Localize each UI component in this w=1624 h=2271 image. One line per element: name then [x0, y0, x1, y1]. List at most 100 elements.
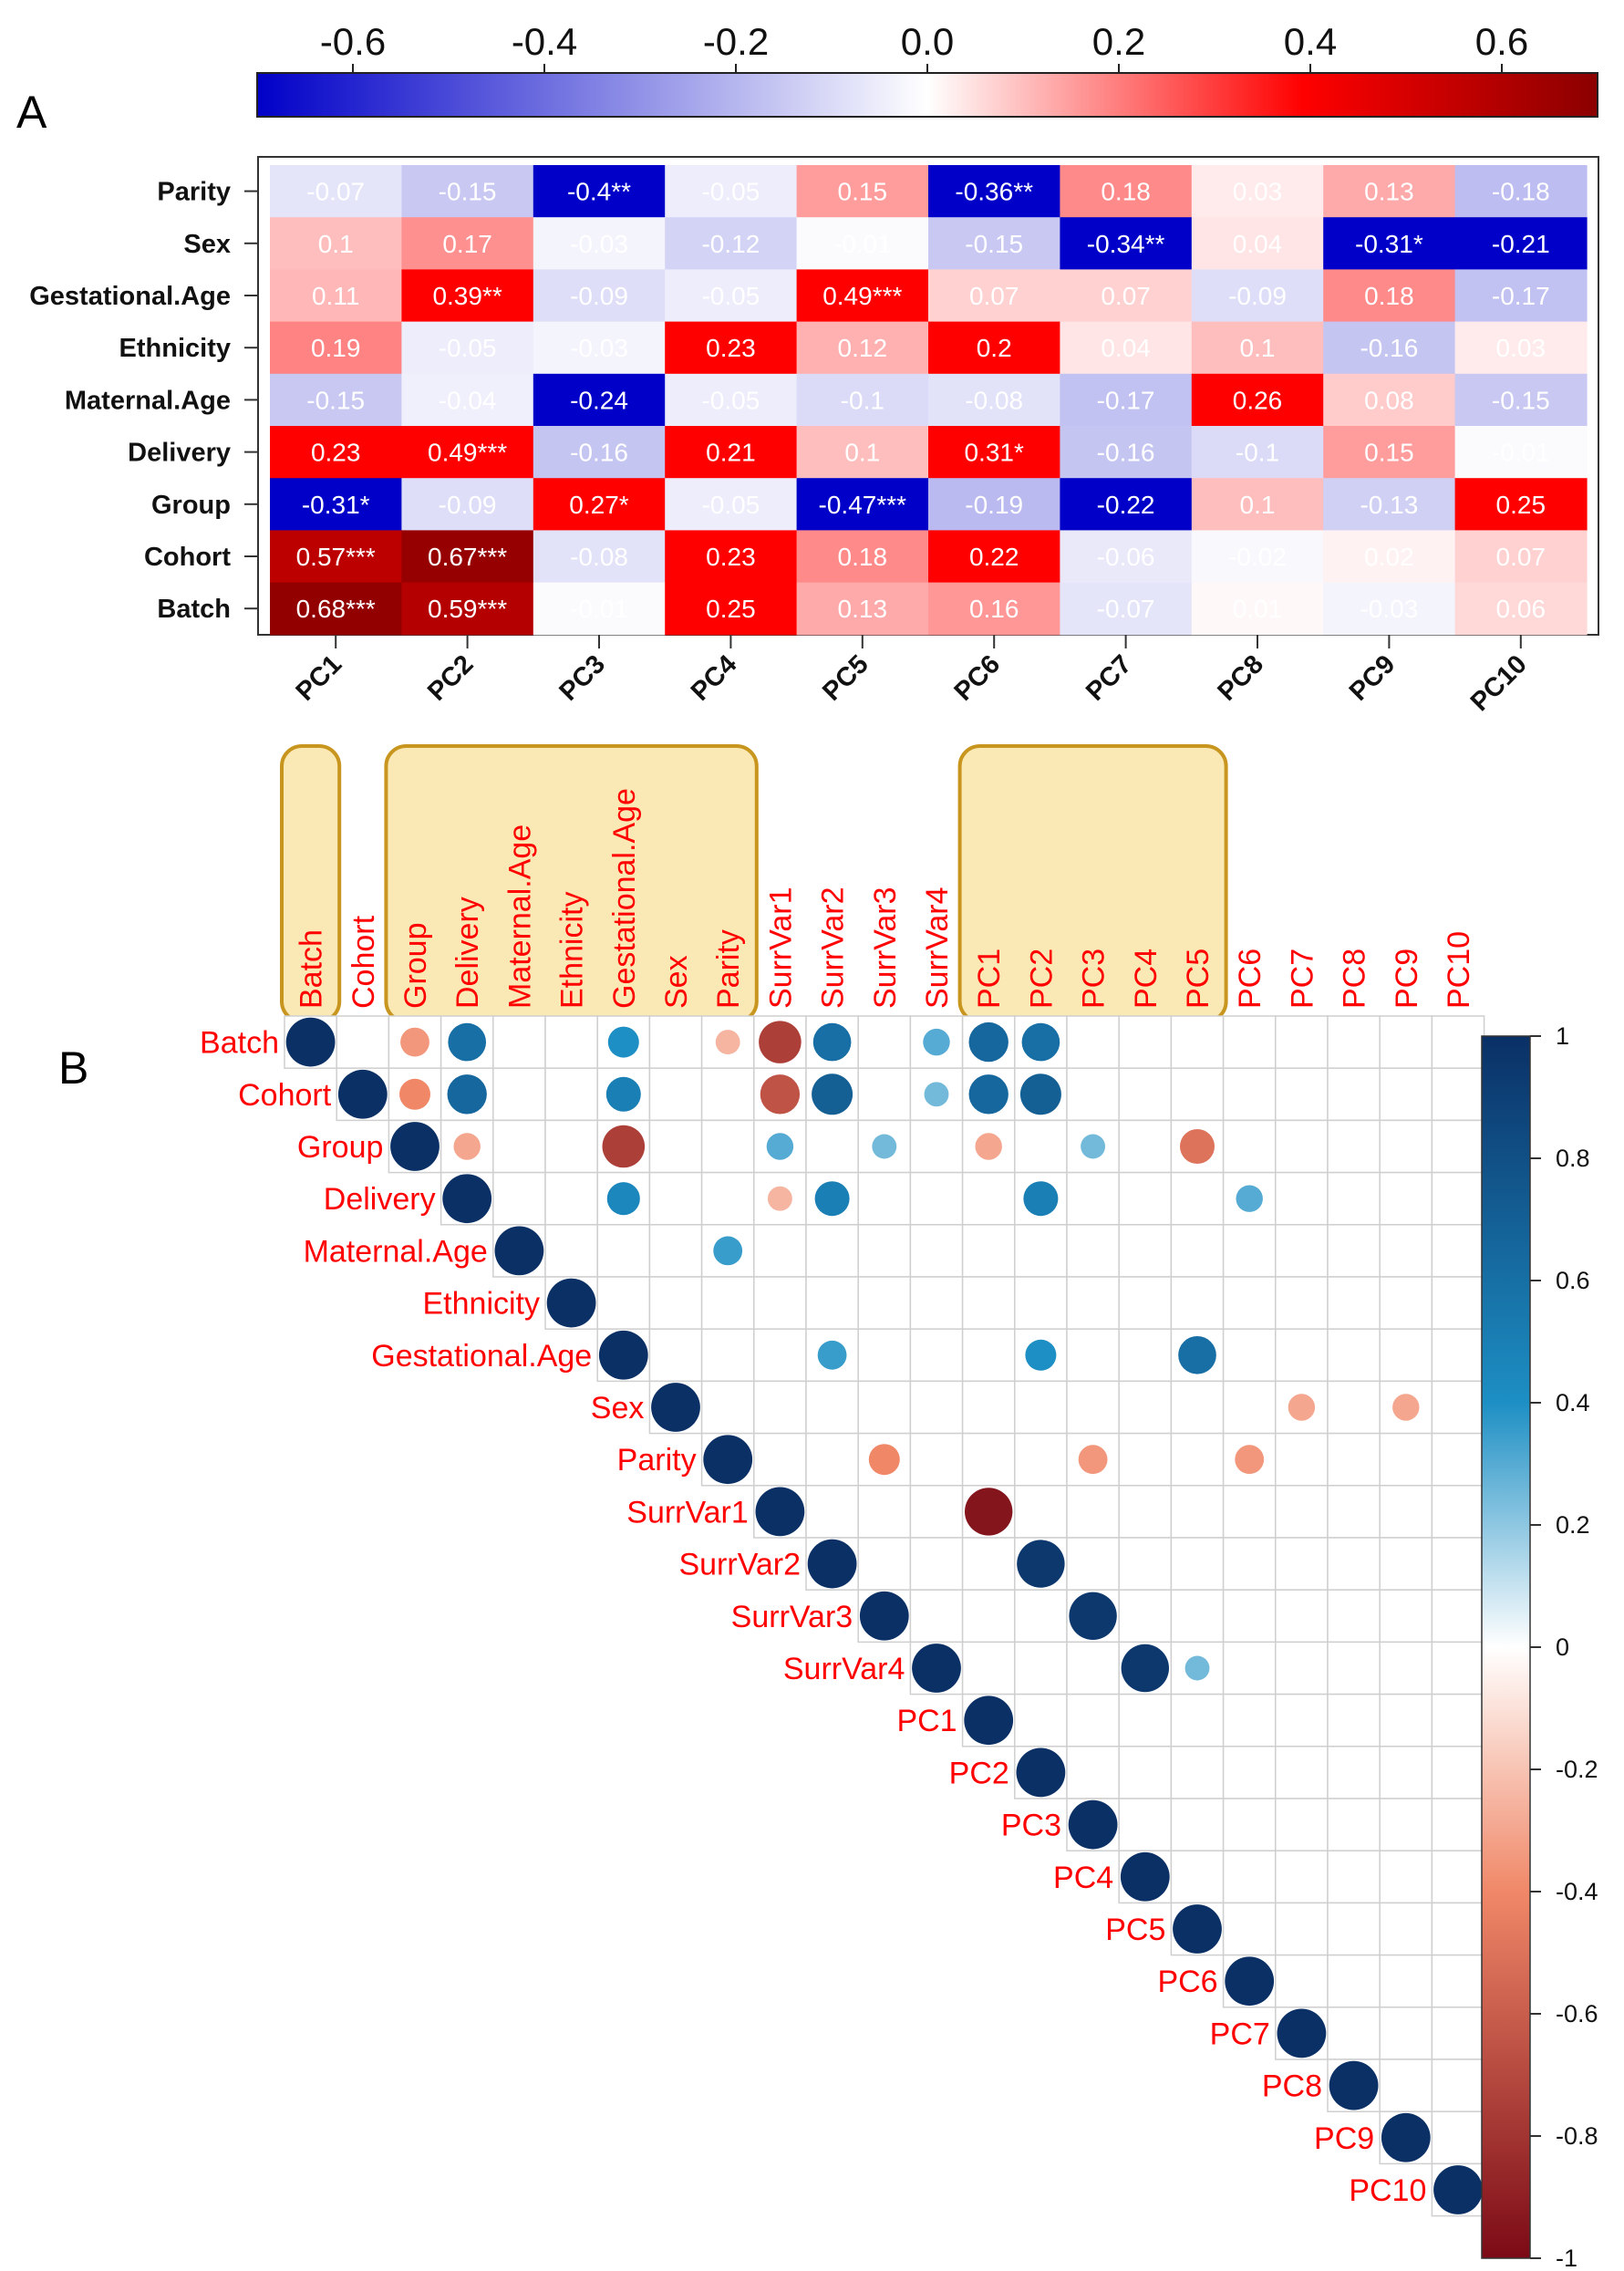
correlation-cell	[1066, 1276, 1120, 1330]
correlation-cell	[1379, 2058, 1433, 2112]
correlation-diagonal-circle	[546, 1278, 596, 1328]
correlation-cell	[1327, 1276, 1381, 1330]
correlation-cell	[1275, 1432, 1329, 1487]
colorbar-a-tick-label: 0.6	[1475, 20, 1528, 63]
correlation-row-label: PC3	[1001, 1809, 1061, 1843]
heatmap-row-label: Delivery	[128, 439, 231, 468]
heatmap-cell	[1323, 426, 1456, 479]
correlation-diagonal-circle	[1120, 1851, 1170, 1902]
correlation-diagonal-circle	[964, 1695, 1014, 1746]
correlation-diagonal-circle	[494, 1226, 544, 1276]
heatmap-row-label: Ethnicity	[119, 334, 231, 363]
correlation-column-label: PC9	[1390, 949, 1424, 1009]
correlation-circle	[1025, 1339, 1057, 1371]
correlation-cell	[1327, 1746, 1381, 1799]
heatmap-cell-label: -0.03	[570, 334, 628, 362]
heatmap-cell	[533, 321, 666, 375]
correlation-cell	[1431, 1693, 1485, 1747]
correlation-cell	[961, 1224, 1016, 1278]
correlation-row-label: Ethnicity	[423, 1287, 541, 1322]
correlation-diagonal-circle	[859, 1591, 909, 1641]
correlation-circle	[975, 1133, 1002, 1160]
heatmap-cell	[1454, 321, 1588, 375]
heatmap-cell	[1454, 373, 1588, 427]
correlation-cell	[648, 1276, 703, 1330]
correlation-cell	[909, 1537, 964, 1591]
heatmap-cell	[401, 426, 534, 479]
correlation-cell	[1222, 1485, 1277, 1539]
heatmap-cell	[1060, 269, 1193, 323]
heatmap-cell	[1191, 373, 1324, 427]
heatmap-cell-label: -0.47***	[819, 491, 907, 519]
heatmap-cell-label: 0.1	[1240, 334, 1276, 362]
correlation-cell	[1431, 1328, 1485, 1383]
correlation-row-label: Batch	[200, 1026, 279, 1061]
correlation-cell	[1275, 1850, 1329, 1904]
heatmap-cell-label: 0.31*	[964, 439, 1023, 467]
correlation-cell	[1431, 1902, 1485, 1956]
heatmap-cell	[796, 426, 929, 479]
heatmap-cell	[796, 321, 929, 375]
correlation-cell	[1379, 1798, 1433, 1851]
correlation-column-label: PC1	[972, 949, 1007, 1009]
heatmap-row-label: Batch	[157, 595, 231, 624]
correlation-circle	[605, 1076, 641, 1112]
correlation-cell	[1222, 1015, 1277, 1069]
correlation-diagonal-circle	[337, 1069, 388, 1119]
correlation-row-label: SurrVar2	[678, 1548, 801, 1582]
correlation-circle	[448, 1022, 487, 1062]
heatmap-cell-label: -0.09	[1228, 282, 1287, 310]
correlation-circle	[968, 1074, 1009, 1115]
correlation-cell	[1379, 1693, 1433, 1747]
correlation-cell	[1275, 1119, 1329, 1174]
correlation-cell	[1275, 1224, 1329, 1278]
correlation-cell	[1275, 1641, 1329, 1695]
correlation-cell	[1118, 1485, 1173, 1539]
heatmap-cell-label: -0.31*	[302, 491, 370, 519]
heatmap-cell	[1060, 373, 1193, 427]
heatmap-cell	[1323, 373, 1456, 427]
correlation-cell	[1431, 1850, 1485, 1904]
correlation-cell	[1222, 1119, 1277, 1174]
correlation-cell	[909, 1119, 964, 1174]
heatmap-cell-label: 0.07	[1101, 282, 1151, 310]
correlation-cell	[1118, 1119, 1173, 1174]
heatmap-cell-label: 0.59***	[428, 595, 507, 623]
correlation-cell	[1327, 1641, 1381, 1695]
correlation-cell	[1118, 1798, 1173, 1851]
heatmap-cell	[401, 217, 534, 270]
correlation-cell	[1066, 1171, 1120, 1226]
correlation-diagonal-circle	[703, 1435, 753, 1485]
correlation-cell	[1431, 1380, 1485, 1435]
correlation-row-label: Gestational.Age	[371, 1339, 592, 1374]
colorbar-a-tick-label: 0.2	[1092, 20, 1145, 63]
colorbar-a-tick-label: -0.4	[512, 20, 577, 63]
heatmap-column-label: PC8	[1212, 649, 1269, 707]
correlation-diagonal-circle	[1277, 2008, 1327, 2058]
correlation-circle	[1392, 1394, 1420, 1421]
correlation-circle	[607, 1026, 639, 1058]
correlation-cell	[1014, 1380, 1068, 1435]
heatmap-cell-label: 0.49***	[822, 282, 902, 310]
heatmap-cell	[270, 269, 402, 323]
heatmap-cell-label: -0.16	[1097, 439, 1155, 467]
correlation-cell	[1222, 1224, 1277, 1278]
heatmap-cell	[665, 165, 798, 218]
correlation-circle	[760, 1074, 801, 1115]
correlation-cell	[1118, 1589, 1173, 1644]
correlation-cell	[648, 1171, 703, 1226]
correlation-cell	[1327, 1015, 1381, 1069]
correlation-cell	[336, 1015, 390, 1069]
heatmap-cell	[796, 478, 929, 531]
heatmap-cell-label: -0.19	[965, 491, 1023, 519]
correlation-cell	[1431, 1224, 1485, 1278]
heatmap-cell-label: 0.01	[1233, 595, 1283, 623]
correlation-circle	[812, 1073, 853, 1115]
correlation-diagonal-circle	[1016, 1747, 1066, 1798]
colorbar-b-tick-label: 0.6	[1556, 1267, 1590, 1294]
correlation-column-label: Sex	[659, 955, 694, 1009]
heatmap-cell	[401, 165, 534, 218]
correlation-cell	[492, 1119, 546, 1174]
correlation-circle	[453, 1133, 481, 1160]
correlation-circle	[767, 1186, 792, 1211]
